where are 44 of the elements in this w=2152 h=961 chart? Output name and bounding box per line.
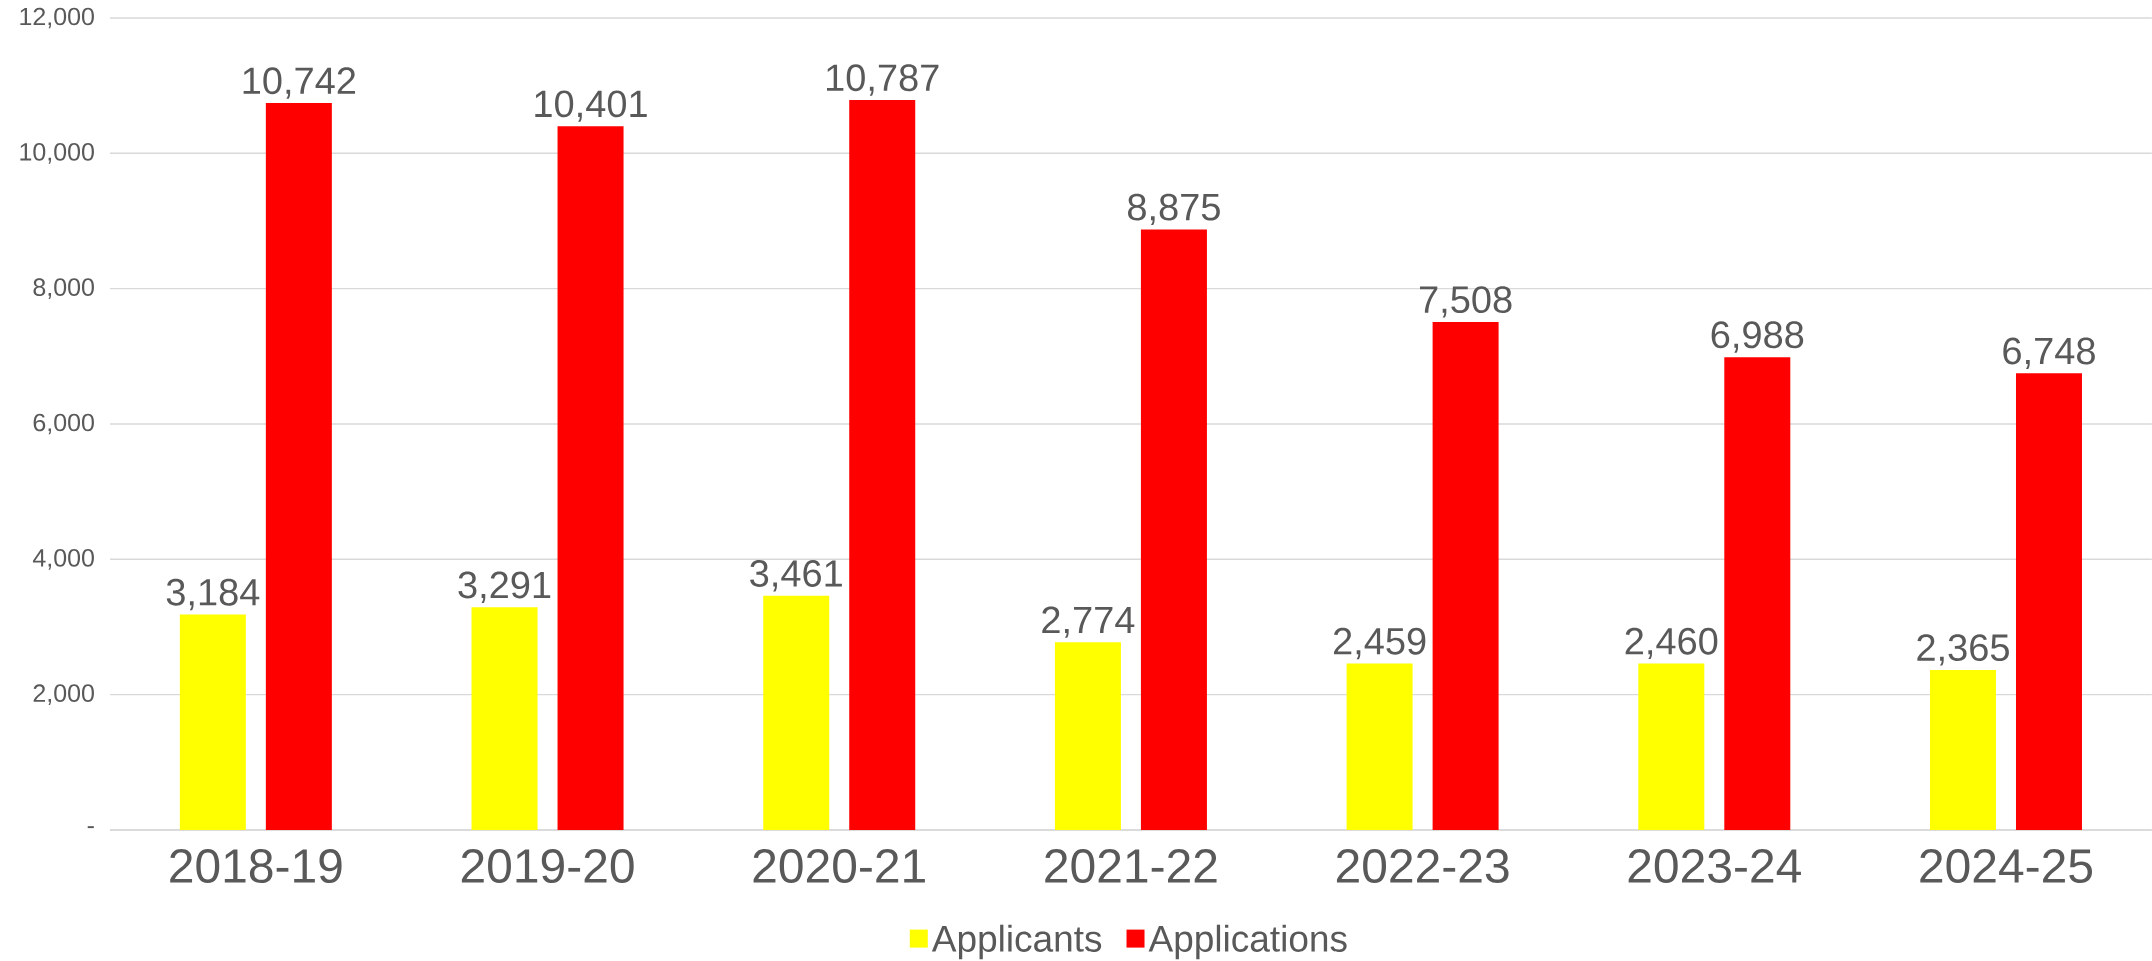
x-tick-label: 2024-25 [1920, 849, 2093, 884]
data-label: 2,774 [1042, 606, 1135, 638]
bar [1346, 663, 1413, 830]
y-tick-label: 8,000 [33, 278, 94, 299]
data-label: 6,988 [1711, 321, 1804, 353]
bar [763, 595, 830, 830]
legend-label: Applicants [931, 924, 1102, 960]
bar [1432, 321, 1499, 830]
data-label: 7,508 [1420, 286, 1512, 318]
data-label: 10,742 [243, 67, 356, 99]
data-label: 10,787 [827, 64, 939, 96]
data-label: 2,460 [1625, 627, 1718, 660]
data-label: 10,401 [535, 90, 647, 122]
x-tick-label: 2020-21 [753, 849, 925, 884]
y-tick-label: 10,000 [20, 143, 94, 164]
bar [2015, 373, 2082, 830]
y-tick-label: 12,000 [20, 7, 94, 29]
x-tick-label: 2022-23 [1336, 849, 1509, 884]
bar [1054, 642, 1121, 830]
y-tick-label: 6,000 [33, 413, 94, 435]
data-label: 3,291 [458, 571, 551, 603]
bar [1724, 357, 1791, 830]
bar [265, 103, 332, 830]
data-label: 6,748 [2003, 337, 2095, 369]
data-label: 2,365 [1917, 634, 2009, 666]
x-tick-label: 2018-19 [170, 849, 342, 884]
bar [179, 614, 246, 830]
y-tick-label: 4,000 [32, 549, 94, 570]
bar [1929, 669, 1996, 830]
x-tick-label: 2021-22 [1045, 849, 1217, 884]
x-tick-label: 2019-20 [461, 849, 634, 884]
bar [471, 607, 538, 830]
data-label: 8,875 [1128, 193, 1220, 226]
bar [849, 100, 916, 830]
x-tick-label: 2023-24 [1628, 849, 1801, 884]
y-tick-label: - [87, 826, 94, 829]
bar [557, 126, 624, 830]
y-tick-label: 2,000 [33, 684, 94, 705]
data-label: 2,459 [1333, 627, 1426, 660]
legend-label: Applications [1148, 924, 1347, 960]
bar [1638, 663, 1705, 830]
data-label: 3,461 [750, 559, 842, 592]
bar [1140, 229, 1207, 830]
data-label: 3,184 [166, 578, 260, 611]
